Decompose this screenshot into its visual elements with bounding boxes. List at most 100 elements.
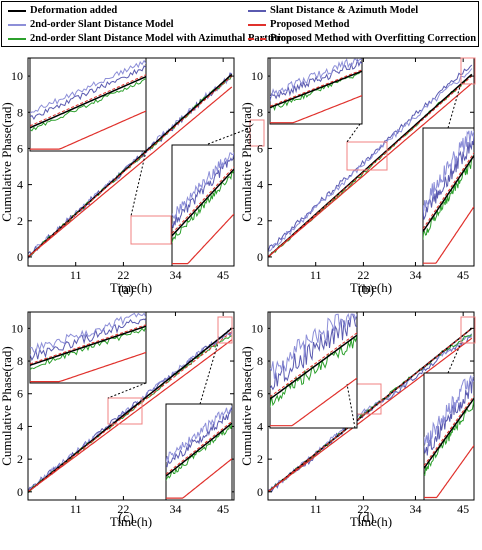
y-tick-label: 0	[257, 250, 263, 264]
inset-series-line	[270, 313, 357, 391]
legend-label: Proposed Method	[270, 19, 350, 30]
panel-b: 11 22 34 45 0 2 4 6 8 10 Time(h) Cumulative Phase(r…	[239, 57, 476, 295]
inset-series-line	[423, 206, 474, 264]
inset-series-line	[30, 110, 146, 150]
y-tick-label: 10	[11, 69, 23, 83]
y-tick-label: 0	[17, 485, 23, 499]
x-tick-label: 34	[409, 268, 421, 282]
inset-plot	[270, 58, 362, 124]
x-tick-label: 45	[217, 502, 229, 516]
panel-label: (a)	[118, 283, 134, 298]
legend-swatch	[8, 24, 26, 26]
x-tick-label: 34	[409, 502, 421, 516]
inset-series-line	[270, 312, 357, 379]
y-tick-label: 10	[251, 69, 263, 83]
y-tick-label: 4	[17, 178, 23, 192]
x-tick-label: 22	[357, 268, 369, 282]
inset-connector	[346, 123, 361, 143]
y-tick-label: 4	[257, 419, 263, 433]
inset-series-line	[30, 74, 146, 127]
inset-frame	[422, 127, 475, 267]
legend-label: Deformation added	[30, 5, 118, 16]
inset-series-line	[166, 405, 232, 462]
legend-label: 2nd-order Slant Distance Model with Azim…	[30, 33, 292, 44]
x-axis-label: Time(h)	[350, 280, 392, 295]
inset-series-line	[172, 213, 234, 265]
inset-series-line	[30, 77, 146, 132]
inset-series-line	[30, 325, 146, 367]
legend-swatch	[248, 24, 266, 26]
inset-series-line	[270, 70, 362, 109]
x-tick-label: 45	[217, 268, 229, 282]
series-line	[268, 68, 473, 252]
inset-connector	[130, 150, 147, 217]
inset-series-line	[423, 130, 474, 211]
inset-series-line	[30, 59, 146, 114]
inset-connector	[199, 342, 219, 405]
zoom-region-box	[249, 119, 265, 147]
y-tick-label: 8	[257, 354, 263, 368]
y-tick-label: 8	[17, 354, 23, 368]
inset-series-line	[270, 58, 362, 102]
inset-connector	[346, 383, 356, 429]
inset-series-line	[423, 133, 474, 220]
y-tick-label: 0	[17, 250, 23, 264]
inset-connector	[207, 127, 251, 145]
inset-series-line	[270, 95, 362, 124]
inset-series-line	[30, 318, 146, 362]
x-tick-label: 22	[357, 502, 369, 516]
zoom-inset	[269, 57, 363, 125]
x-tick-label: 11	[70, 502, 82, 516]
inset-series-line	[166, 422, 232, 477]
y-axis-label: Cumulative Phase(rad)	[239, 102, 254, 222]
y-tick-label: 6	[257, 141, 263, 155]
x-tick-label: 11	[310, 502, 322, 516]
panel-label: (c)	[118, 511, 134, 526]
zoom-region-box	[460, 316, 476, 344]
legend-swatch	[8, 10, 26, 12]
y-tick-label: 6	[17, 387, 23, 401]
inset-series-line	[30, 75, 146, 129]
x-tick-label: 22	[117, 268, 129, 282]
panel-label: (d)	[358, 511, 375, 526]
y-tick-label: 2	[257, 214, 263, 228]
inset-plot	[166, 405, 232, 499]
zoom-inset	[29, 57, 147, 152]
inset-plot	[30, 59, 146, 150]
zoom-region-box	[217, 316, 233, 344]
zoom-region-box	[346, 141, 388, 171]
legend-swatch	[248, 10, 266, 12]
x-tick-label: 22	[117, 502, 129, 516]
y-tick-label: 2	[17, 452, 23, 466]
plot-area	[268, 327, 473, 493]
y-tick-label: 10	[251, 321, 263, 335]
inset-series-line	[423, 155, 474, 232]
x-axis-label: Time(h)	[350, 514, 392, 529]
x-tick-label: 11	[70, 268, 82, 282]
zoom-region-box	[130, 215, 172, 245]
inset-plot	[424, 375, 474, 499]
inset-series-line	[30, 326, 146, 371]
series-line	[268, 337, 473, 493]
inset-series-line	[172, 169, 234, 243]
x-tick-label: 11	[310, 268, 322, 282]
inset-series-line	[30, 351, 146, 383]
x-tick-label: 34	[169, 268, 181, 282]
inset-series-line	[270, 69, 362, 107]
zoom-inset	[165, 403, 233, 501]
inset-frame	[29, 311, 147, 384]
y-tick-label: 6	[17, 141, 23, 155]
inset-series-line	[166, 458, 232, 499]
legend-swatch	[8, 38, 26, 40]
y-tick-label: 6	[257, 387, 263, 401]
panel-a: 11 22 34 45 0 2 4 6 8 10 Time(h) Cumulative Phase(r…	[0, 57, 265, 295]
inset-series-line	[424, 397, 474, 469]
legend-label: Proposed Method with Overfitting Correct…	[270, 33, 477, 44]
legend-label: 2nd-order Slant Distance Model	[30, 19, 174, 30]
x-axis-label: Time(h)	[110, 514, 152, 529]
inset-series-line	[30, 312, 146, 354]
series-line	[28, 75, 233, 258]
panel-d: 11 22 34 45 0 2 4 6 8 10 Time(h) Cumulative Phase(r…	[239, 311, 476, 529]
legend-label: Slant Distance & Azimuth Model	[270, 5, 419, 16]
